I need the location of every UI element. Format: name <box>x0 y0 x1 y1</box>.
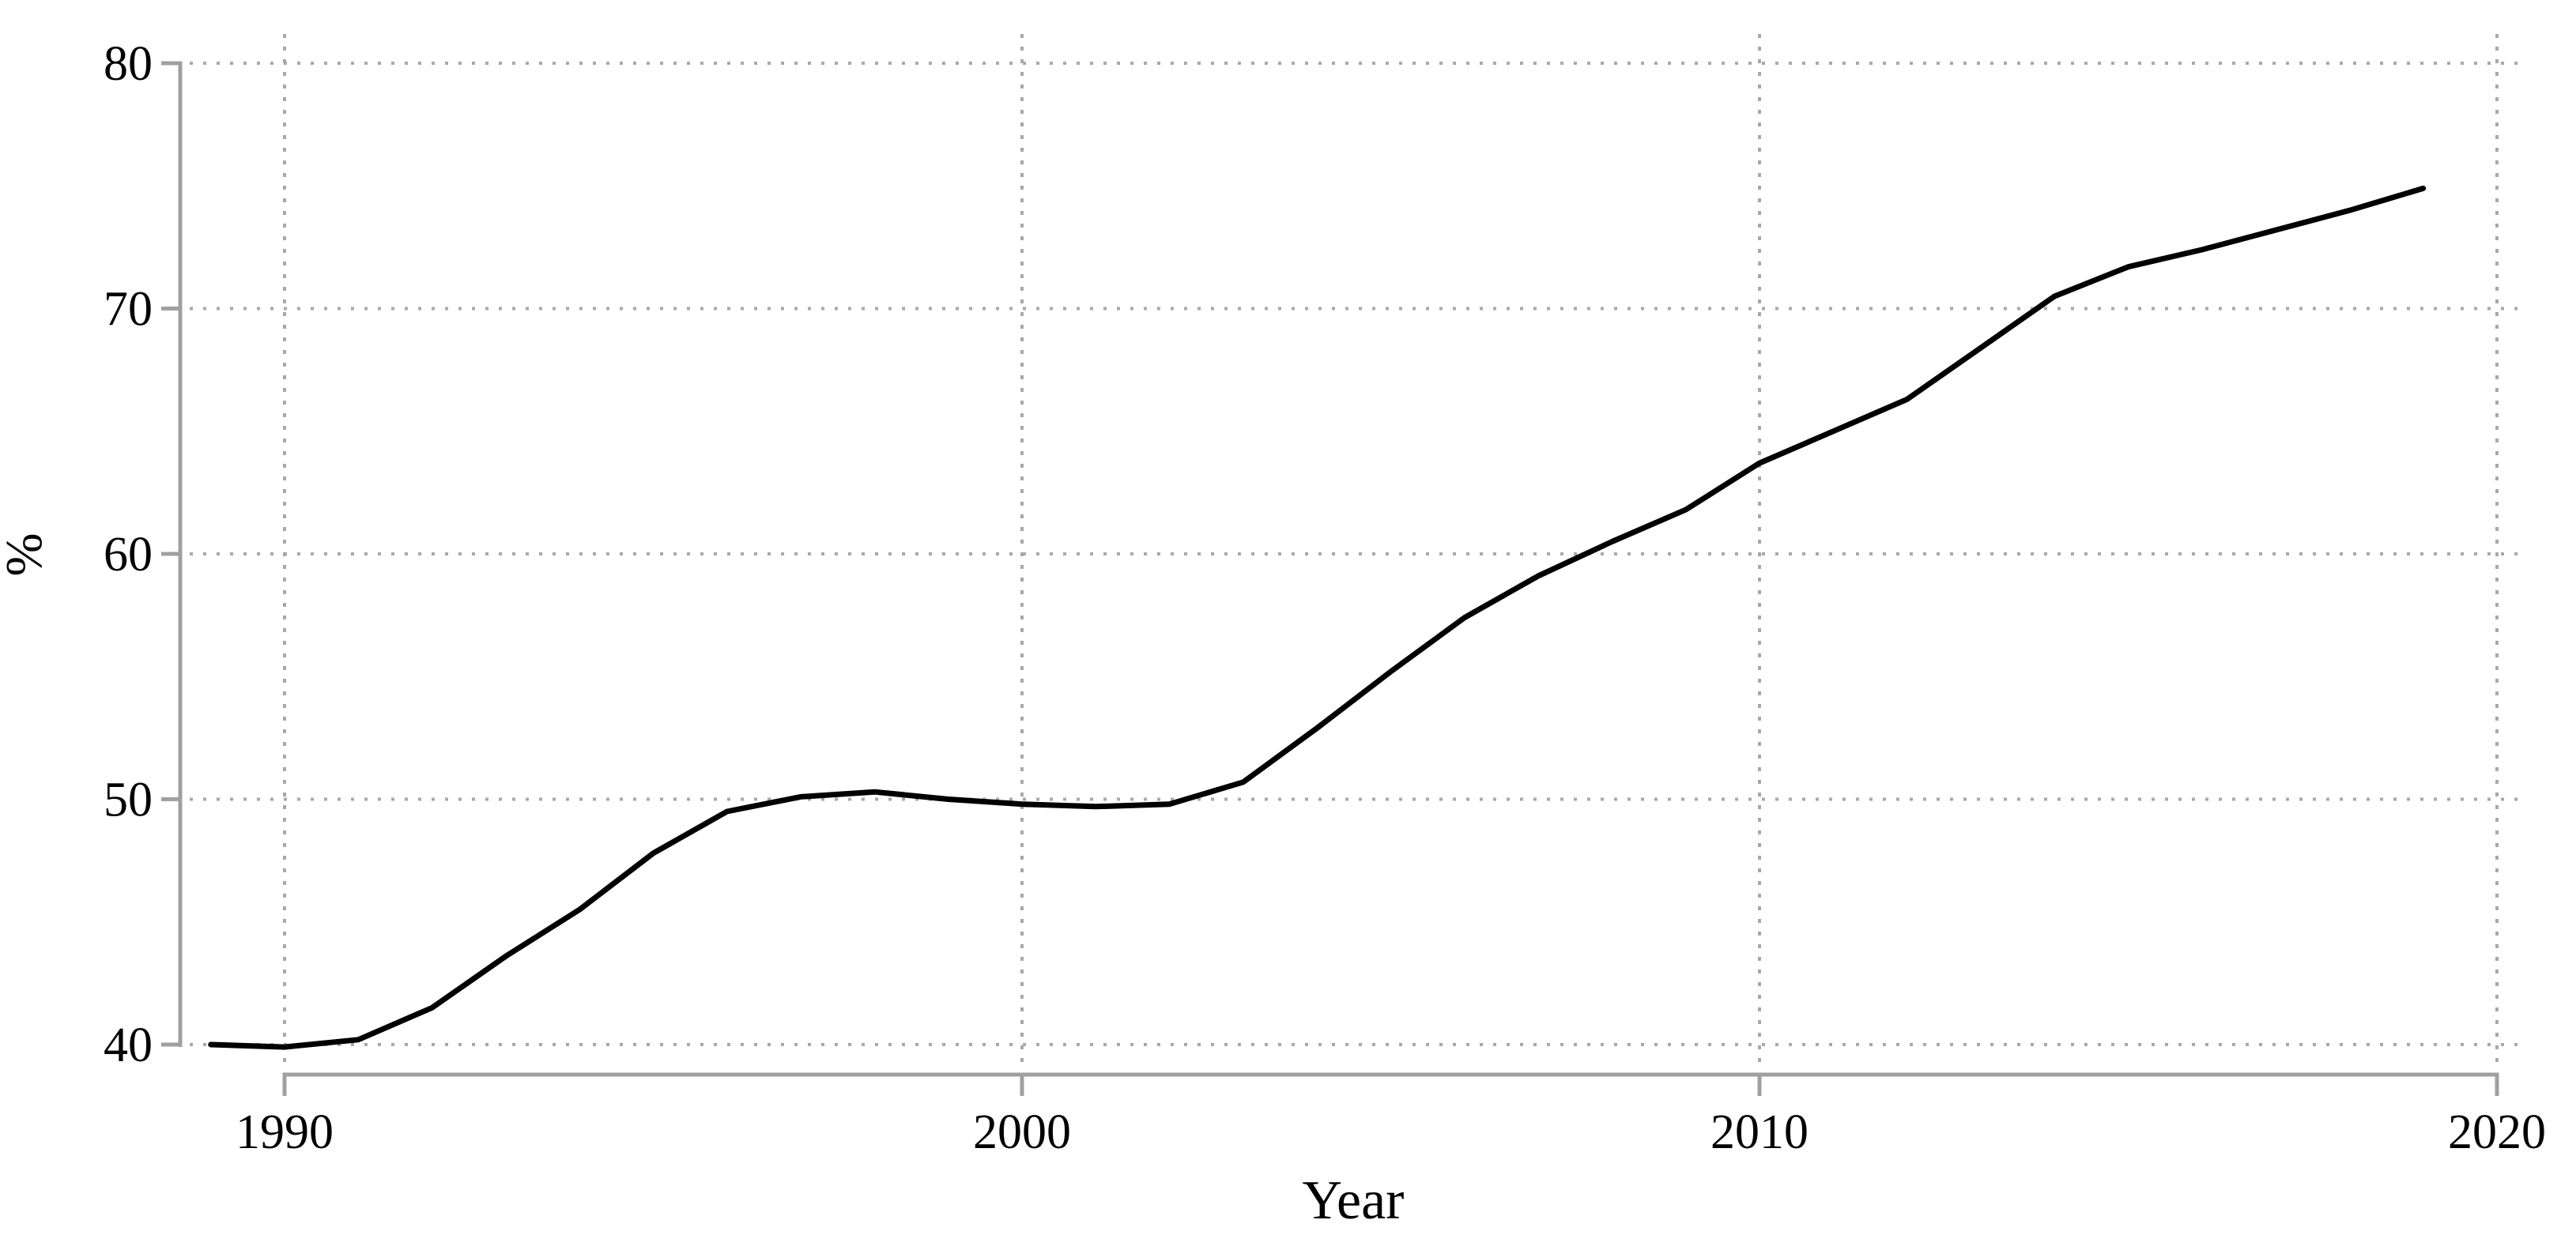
x-tick-label: 1990 <box>236 1105 334 1159</box>
y-tick-label: 40 <box>104 1018 153 1072</box>
x-tick-label: 2020 <box>2448 1105 2546 1159</box>
y-tick-label: 60 <box>104 528 153 582</box>
y-tick-label: 80 <box>104 37 153 91</box>
y-tick-label: 50 <box>104 774 153 827</box>
y-tick-label: 70 <box>104 283 153 337</box>
axes-layer <box>161 61 2499 1096</box>
data-line <box>208 185 2427 1050</box>
x-axis-title: Year <box>1303 1170 1405 1231</box>
y-axis-title: % <box>0 533 53 577</box>
gridlines-layer <box>190 34 2520 1067</box>
data-series-layer <box>208 185 2427 1050</box>
tick-labels-layer: 40 50 60 70 80 1990 2000 2010 2020 <box>104 37 2546 1159</box>
x-tick-label: 2010 <box>1710 1105 1808 1159</box>
x-tick-label: 2000 <box>973 1105 1071 1159</box>
